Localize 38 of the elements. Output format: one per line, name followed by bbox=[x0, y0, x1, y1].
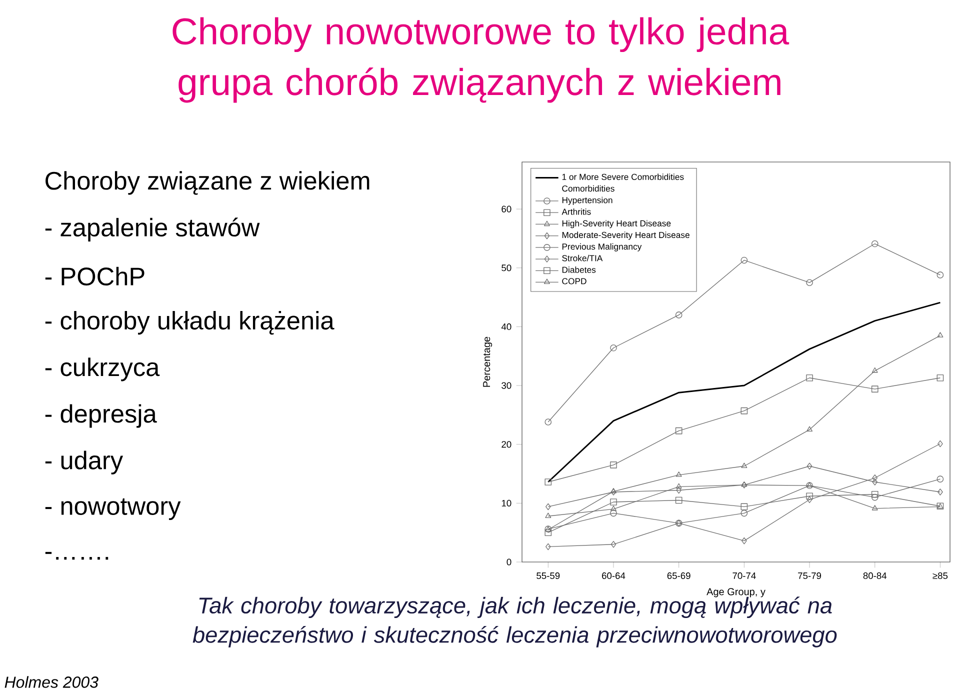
legend-label: Previous Malignancy bbox=[562, 243, 642, 252]
text: Holmes 2003 bbox=[4, 676, 98, 688]
text: -……. bbox=[45, 552, 108, 560]
y-tick-label: 50 bbox=[502, 264, 512, 272]
text: - cukrzyca bbox=[45, 358, 160, 382]
y-tick-label: 60 bbox=[502, 206, 512, 212]
x-tick-label: 60-64 bbox=[602, 572, 626, 579]
legend-label: High-Severity Heart Disease bbox=[562, 220, 671, 228]
chart-title: Choroby nowotworowe to tylko jedna grupa chorób związanych z wiekiem bbox=[172, 17, 790, 103]
y-tick-label: 10 bbox=[502, 500, 512, 506]
x-tick-label: ≥85 bbox=[932, 572, 948, 579]
x-tick-label: 55-59 bbox=[536, 572, 560, 579]
legend-label: Stroke/TIA bbox=[562, 254, 603, 262]
text: Tak choroby towarzyszące, jak ich leczenie, mogą wpływać na bezpieczeństwo i skuteczność leczenia przeciwnowotworowego bbox=[192, 596, 837, 648]
x-tick-label: 80-84 bbox=[863, 572, 887, 579]
legend-label: Arthritis bbox=[562, 208, 591, 215]
y-tick-label: 0 bbox=[506, 558, 512, 566]
x-tick-label: 75-79 bbox=[798, 572, 822, 579]
text: Choroby związane z wiekiem bbox=[46, 171, 370, 195]
legend-label: 1 or More Severe Comorbidities bbox=[562, 174, 684, 180]
y-tick-label: 40 bbox=[501, 323, 512, 330]
legend-label: Hypertension bbox=[562, 196, 612, 205]
y-tick-label: 30 bbox=[502, 382, 512, 389]
y-tick-label: 20 bbox=[502, 441, 512, 448]
legend-label: Diabetes bbox=[562, 266, 596, 273]
legend-title: Comorbidities bbox=[562, 185, 614, 192]
text: - nowotwory bbox=[45, 498, 181, 520]
text: - udary bbox=[45, 450, 124, 474]
x-axis-title: Age Group, y bbox=[706, 588, 766, 598]
text: - zapalenie stawów bbox=[45, 218, 260, 242]
text: - choroby układu krążenia bbox=[45, 310, 334, 335]
legend-label: Moderate-Severity Heart Disease bbox=[562, 232, 690, 240]
y-axis-title: Percentage bbox=[483, 336, 492, 387]
legend-label: COPD bbox=[562, 278, 586, 284]
x-tick-label: 70-74 bbox=[732, 572, 756, 579]
text: - depresja bbox=[45, 404, 157, 428]
x-tick-label: 65-69 bbox=[667, 572, 690, 579]
text: - POChP bbox=[45, 266, 144, 286]
